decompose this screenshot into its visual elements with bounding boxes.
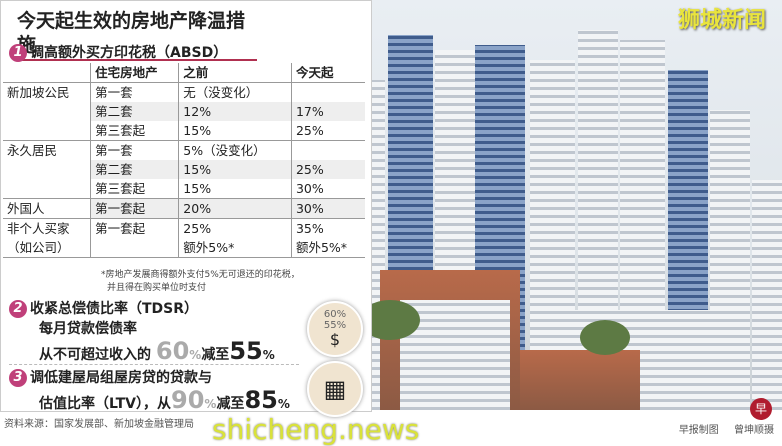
text: 减至 [201, 347, 230, 363]
cell: 15% [178, 179, 292, 199]
cell: 35% [290, 218, 365, 238]
cell: 25% [178, 218, 292, 238]
cell: 新加坡公民 [3, 82, 91, 102]
cell: 第一套 [90, 82, 179, 102]
footnote-line: *房地产发展商得额外支付5%无可退还的印花税， [101, 270, 300, 280]
cell: 额外5%* [290, 238, 365, 258]
cell [90, 238, 179, 258]
divider [9, 364, 299, 365]
to-value: 85 [244, 386, 278, 414]
footnote: *房地产发展商得额外支付5%无可退还的印花税， 并且得在购买单位时支付 [101, 269, 300, 295]
number-badge: 1 [9, 44, 27, 62]
icon-text: 55% [323, 320, 347, 331]
from-value: 90 [171, 386, 205, 414]
heading-text: 调高额外买方印花税（ABSD） [30, 45, 228, 61]
header-cell [3, 63, 91, 83]
cell: 无（没变化） [178, 82, 292, 102]
calculator-building-icon: ▦ [307, 361, 363, 417]
heading-text: 调低建屋局组屋房贷的贷款与 [30, 370, 212, 386]
text: 估值比率（LTV），从 [39, 396, 171, 412]
cell: 12% [178, 102, 292, 121]
infographic-panel: 今天起生效的房地产降温措施 1 调高额外买方印花税（ABSD） 住宅房地产 之前 今天… [0, 0, 372, 417]
cell: 第一套起 [90, 198, 179, 219]
section1-heading: 1 调高额外买方印花税（ABSD） [9, 43, 227, 63]
cell: 第二套 [90, 160, 179, 179]
cell: 30% [290, 179, 365, 199]
credits: 早报制图 曾坤顺摄 [678, 425, 774, 436]
cell: 25% [290, 160, 365, 179]
section2: 2 收紧总偿债比率（TDSR） 每月贷款偿债率 从不可超过收入的 60%减至55% [9, 299, 275, 367]
section3: 3 调低建屋局组屋房贷的贷款与 估值比率（LTV），从90%减至85% [9, 368, 290, 416]
cell: 25% [290, 121, 365, 141]
header-cell: 住宅房地产 [90, 63, 179, 83]
footnote-line: 并且得在购买单位时支付 [107, 283, 207, 293]
cell [3, 160, 91, 179]
cell [3, 102, 91, 121]
cell: 5%（没变化） [178, 140, 292, 160]
cell [290, 82, 365, 102]
number-badge: 3 [9, 369, 27, 387]
building-photo [340, 0, 782, 410]
source-text: 资料来源：国家发展部、新加坡金融管理局 [4, 419, 194, 430]
cell [290, 140, 365, 160]
absd-table: 住宅房地产 之前 今天起 新加坡公民 第一套 无（没变化） 第二套 12% 17% 第三套起… [3, 63, 365, 258]
text: 减至 [216, 396, 245, 412]
cell: 17% [290, 102, 365, 121]
number-badge: 2 [9, 300, 27, 318]
cell: 第二套 [90, 102, 179, 121]
brand-logo: 狮城新闻 [677, 8, 766, 33]
cell: 第一套 [90, 140, 179, 160]
cell: 第三套起 [90, 121, 179, 141]
header-cell: 今天起 [290, 63, 365, 83]
from-value: 60 [155, 337, 190, 365]
section2-line2: 每月贷款偿债率 [39, 321, 137, 337]
cell: 15% [178, 121, 292, 141]
dollar-coin-icon: 60% 55% $ [307, 301, 363, 357]
pct: % [204, 397, 217, 411]
zaobao-logo: 早 [750, 398, 772, 420]
cell: 30% [290, 198, 365, 219]
cell: （如公司） [7, 240, 70, 255]
cell [3, 121, 91, 141]
pct: % [277, 397, 290, 411]
cell: 永久居民 [3, 140, 91, 160]
cell: 额外5%* [178, 238, 292, 258]
cell [3, 179, 91, 199]
cell: 外国人 [3, 198, 91, 219]
pct: % [262, 348, 275, 362]
watermark: shicheng.news [212, 413, 420, 446]
pct: % [189, 348, 202, 362]
cell: 15% [178, 160, 292, 179]
icon-text: 60% [323, 309, 347, 320]
header-cell: 之前 [178, 63, 292, 83]
to-value: 55 [229, 337, 263, 365]
cell: 非个人买家 [3, 218, 91, 238]
cell: 20% [178, 198, 292, 219]
cell: 第三套起 [90, 179, 179, 199]
text: 从不可超过收入的 [39, 347, 151, 363]
cell: 第一套起 [90, 218, 179, 238]
heading-text: 收紧总偿债比率（TDSR） [30, 301, 199, 317]
